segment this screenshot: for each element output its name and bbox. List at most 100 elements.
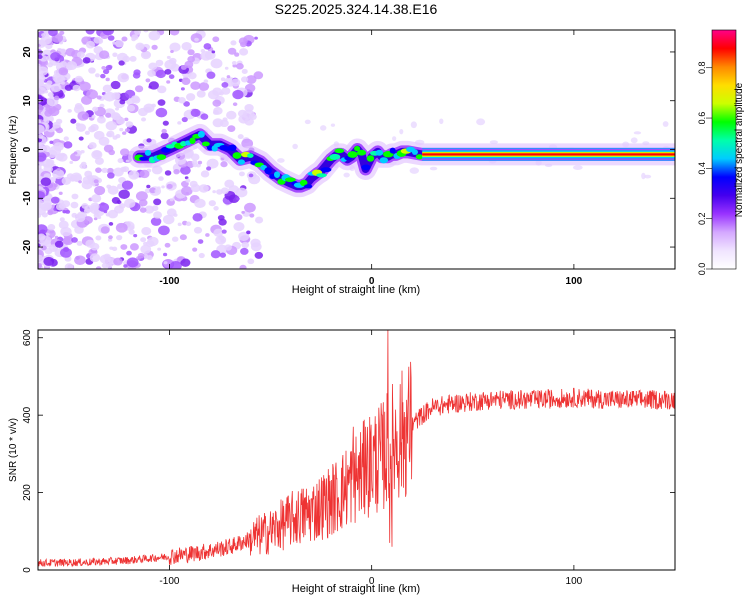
- noise-blob: [125, 121, 134, 128]
- noise-blob: [163, 252, 168, 257]
- noise-blob: [136, 255, 141, 260]
- noise-blob: [134, 85, 144, 93]
- noise-blob: [147, 69, 156, 77]
- y-tick-label: 20: [22, 46, 33, 58]
- noise-blob: [200, 51, 212, 61]
- x-tick-label: -100: [159, 276, 179, 287]
- noise-blob: [69, 160, 74, 164]
- noise-blob: [49, 140, 54, 144]
- noise-blob: [70, 201, 79, 209]
- noise-blob: [224, 244, 232, 251]
- noise-blob: [161, 185, 165, 189]
- noise-blob: [40, 177, 52, 187]
- noise-blob: [230, 40, 237, 46]
- noise-blob: [157, 99, 166, 106]
- noise-blob: [78, 136, 84, 141]
- noise-blob: [73, 151, 78, 155]
- noise-blob: [242, 109, 255, 120]
- noise-blob: [244, 103, 254, 112]
- colorbar-gradient: [711, 29, 737, 270]
- noise-blob: [95, 167, 102, 173]
- noise-blob: [232, 102, 238, 107]
- noise-blob: [132, 72, 141, 79]
- noise-blob: [220, 161, 228, 168]
- noise-blob: [246, 230, 251, 235]
- noise-blob: [38, 137, 42, 143]
- noise-blob: [86, 174, 94, 181]
- noise-blob: [244, 202, 256, 213]
- noise-blob: [208, 200, 216, 207]
- ridge-spot: [189, 137, 196, 144]
- noise-blob: [157, 85, 167, 94]
- ridge-spot: [299, 179, 308, 187]
- noise-blob: [206, 71, 216, 79]
- noise-blob: [110, 80, 121, 90]
- noise-blob: [57, 47, 62, 52]
- noise-blob: [93, 130, 105, 140]
- noise-blob: [113, 257, 123, 266]
- noise-blob: [178, 97, 186, 104]
- noise-blob: [38, 124, 45, 134]
- noise-blob: [50, 196, 60, 204]
- noise-blob: [185, 93, 196, 101]
- noise-blob: [128, 229, 135, 235]
- noise-blob: [399, 129, 404, 135]
- noise-blob: [190, 81, 201, 90]
- snr-panel: -100 0 100 0 200 400 600 Height of straight l…: [8, 329, 676, 595]
- noise-blob: [222, 117, 228, 122]
- noise-blob: [238, 231, 250, 241]
- noise-blob: [185, 221, 192, 227]
- noise-blob: [239, 264, 247, 269]
- noise-blob: [38, 74, 46, 83]
- noise-blob: [95, 266, 102, 269]
- noise-blob: [105, 120, 117, 131]
- noise-blob: [248, 173, 254, 178]
- noise-blob: [662, 121, 669, 127]
- noise-blob: [205, 233, 210, 237]
- snr-y-ticks: 0 200 400 600: [22, 329, 675, 573]
- noise-blob: [105, 112, 112, 118]
- noise-blob: [169, 42, 181, 52]
- noise-blob: [166, 208, 177, 217]
- noise-blob: [115, 107, 120, 111]
- noise-blob: [48, 30, 58, 37]
- noise-blob: [41, 212, 48, 218]
- noise-blob: [122, 131, 127, 135]
- noise-blob: [38, 86, 46, 95]
- noise-blob: [277, 158, 285, 163]
- noise-blob: [59, 30, 65, 36]
- ridge-spot: [415, 154, 424, 160]
- noise-blob: [97, 202, 110, 212]
- noise-blob: [173, 169, 180, 175]
- noise-blob: [124, 128, 130, 133]
- noise-blob: [212, 118, 224, 128]
- snr-frame: [37, 329, 676, 571]
- noise-blob: [153, 211, 162, 219]
- noise-blob: [74, 213, 86, 223]
- ridge-spot: [389, 147, 396, 154]
- noise-blob: [131, 95, 140, 103]
- y-tick-label: -10: [22, 191, 33, 206]
- noise-blob: [409, 167, 420, 174]
- noise-blob: [183, 101, 190, 107]
- noise-blob: [53, 183, 58, 188]
- noise-blob: [190, 184, 201, 193]
- noise-blob: [95, 235, 102, 241]
- ridge-spot: [228, 144, 237, 151]
- colorbar-tick-label: 0.8: [697, 61, 707, 74]
- noise-blob: [53, 74, 66, 85]
- noise-blob: [231, 61, 237, 66]
- noise-blob: [91, 194, 102, 203]
- noise-blob: [254, 36, 258, 40]
- noise-blob: [237, 134, 244, 140]
- noise-blob: [187, 49, 195, 56]
- noise-blob: [118, 60, 125, 66]
- noise-blob: [107, 35, 115, 41]
- noise-blob: [38, 152, 47, 162]
- noise-blob: [410, 121, 417, 129]
- noise-blob: [56, 168, 61, 172]
- noise-blob: [70, 118, 77, 124]
- noise-blob: [184, 60, 194, 69]
- noise-blob: [93, 217, 98, 221]
- spectrogram-y-ticks: -20 -10 0 10 20: [22, 46, 675, 254]
